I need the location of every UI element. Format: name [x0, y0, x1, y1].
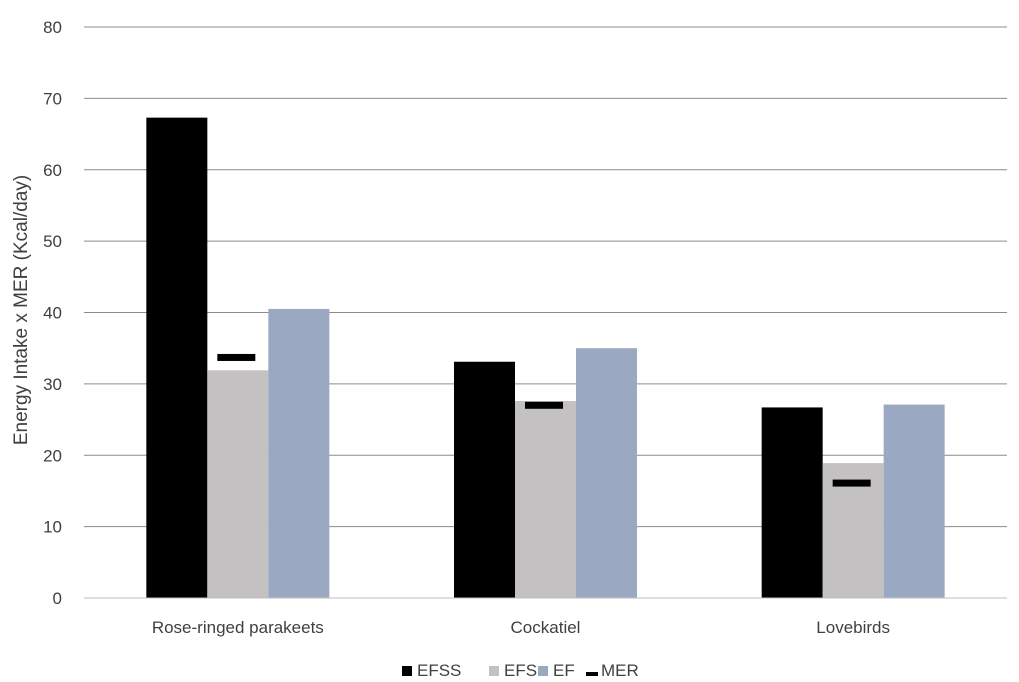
y-tick-label: 70 — [43, 89, 62, 108]
x-axis-category-labels: Rose-ringed parakeets Cockatiel Lovebirds — [152, 618, 890, 637]
y-axis-title: Energy Intake x MER (Kcal/day) — [11, 175, 32, 445]
bar-ef — [576, 348, 637, 598]
y-tick-label: 50 — [43, 232, 62, 251]
y-axis-tick-labels: 0 10 20 30 40 50 60 70 80 — [43, 18, 62, 608]
y-tick-label: 10 — [43, 518, 62, 537]
legend-label-ef: EF — [553, 661, 575, 680]
mer-marker — [217, 353, 256, 361]
legend-swatch-mer — [586, 672, 598, 676]
legend-label-efss: EFSS — [417, 661, 461, 680]
bar-efs — [515, 401, 576, 598]
bar-efss — [761, 407, 823, 598]
mer-marker — [525, 401, 563, 409]
y-tick-label: 60 — [43, 161, 62, 180]
y-tick-label: 40 — [43, 304, 62, 323]
mer-markers — [217, 353, 871, 487]
bar-efs — [207, 370, 269, 598]
bar-ef — [268, 308, 330, 598]
legend: EFSS EFS EF MER — [402, 661, 639, 680]
mer-marker — [832, 479, 871, 487]
x-category-label: Lovebirds — [816, 618, 890, 637]
x-category-label: Rose-ringed parakeets — [152, 618, 324, 637]
legend-label-mer: MER — [601, 661, 639, 680]
x-category-label: Cockatiel — [511, 618, 581, 637]
y-tick-label: 0 — [53, 589, 62, 608]
bar-efss — [146, 117, 208, 599]
bar-efss — [454, 361, 515, 598]
y-tick-label: 30 — [43, 375, 62, 394]
legend-swatch-efss — [402, 666, 412, 676]
y-tick-label: 80 — [43, 18, 62, 37]
bar-series — [146, 117, 945, 599]
y-tick-label: 20 — [43, 446, 62, 465]
legend-swatch-ef — [538, 666, 548, 676]
bar-ef — [883, 404, 945, 598]
legend-label-efs: EFS — [504, 661, 537, 680]
legend-swatch-efs — [489, 666, 499, 676]
